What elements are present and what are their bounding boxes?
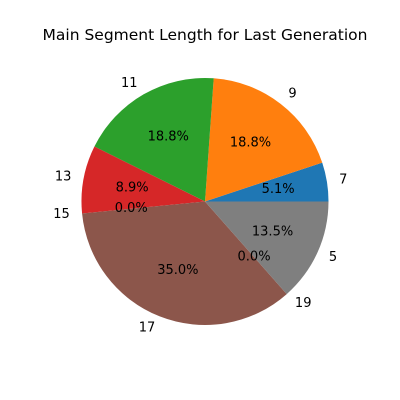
slice-percent-9: 18.8% [230,135,271,150]
pie-labels: 7 5.1% 9 18.8% 11 18.8% 13 8.9% 15 0.0% 17 35.0% 19 0… [53,76,347,335]
slice-label-11: 11 [121,76,138,91]
slice-percent-19: 0.0% [238,250,271,265]
pie-slice-5 [205,201,329,295]
chart-title: Main Segment Length for Last Generation [43,26,368,44]
pie-slice-9 [205,78,323,202]
pie-slice-13 [81,146,205,214]
slice-label-9: 9 [288,87,296,102]
slice-percent-5: 13.5% [252,224,293,239]
slice-label-13: 13 [55,169,72,184]
slice-percent-13: 8.9% [116,181,149,196]
pie-slice-7 [205,162,329,202]
pie-slice-17 [82,201,287,326]
slice-label-17: 17 [139,320,156,335]
slice-percent-7: 5.1% [262,182,295,197]
slice-percent-11: 18.8% [148,130,189,145]
slice-label-5: 5 [329,250,337,265]
slice-percent-15: 0.0% [115,201,148,216]
slice-label-19: 19 [295,296,312,311]
slice-percent-17: 35.0% [157,263,198,278]
slice-label-7: 7 [339,172,347,187]
pie-slice-11 [94,78,214,202]
pie-slices [81,78,329,326]
slice-label-15: 15 [53,207,70,222]
